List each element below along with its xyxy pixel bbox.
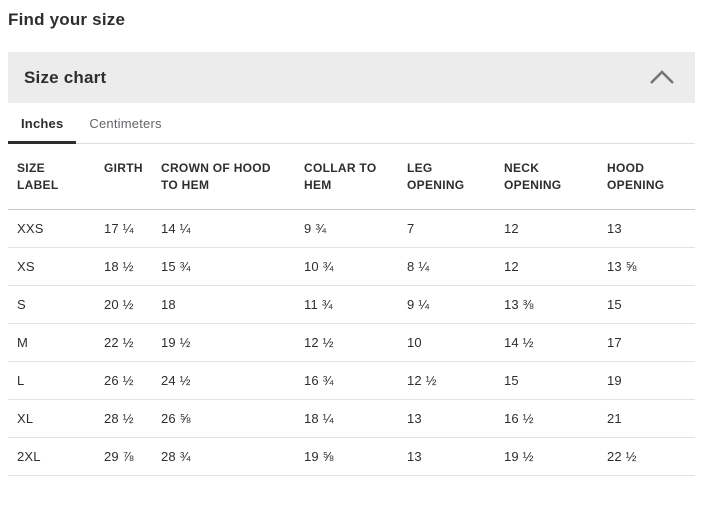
measurement-cell: 22 ½: [95, 323, 152, 362]
measurement-cell: 9 ¾: [295, 209, 398, 248]
measurement-cell: 15: [598, 285, 695, 324]
size-chart-table: SIZE LABEL GIRTH CROWN OF HOOD TO HEM COLLA…: [8, 144, 695, 476]
column-header: LEG OPENING: [398, 144, 495, 210]
measurement-cell: 24 ½: [152, 361, 295, 400]
column-header: GIRTH: [95, 144, 152, 210]
measurement-cell: 14 ¼: [152, 209, 295, 248]
size-chart-title: Size chart: [24, 67, 107, 87]
measurement-cell: 28 ¾: [152, 437, 295, 476]
measurement-cell: 13 ⅝: [598, 247, 695, 286]
measurement-cell: 19: [598, 361, 695, 400]
measurement-cell: 29 ⅞: [95, 437, 152, 476]
measurement-cell: 13 ⅜: [495, 285, 598, 324]
measurement-cell: 19 ½: [152, 323, 295, 362]
measurement-cell: 22 ½: [598, 437, 695, 476]
size-label-cell: L: [8, 361, 95, 400]
measurement-cell: 12: [495, 247, 598, 286]
measurement-cell: 13: [398, 399, 495, 438]
column-header: HOOD OPENING: [598, 144, 695, 210]
size-label-cell: XXS: [8, 209, 95, 248]
measurement-cell: 15 ¾: [152, 247, 295, 286]
measurement-cell: 9 ¼: [398, 285, 495, 324]
page-title: Find your size: [8, 10, 126, 29]
measurement-cell: 21: [598, 399, 695, 438]
column-header: CROWN OF HOOD TO HEM: [152, 144, 295, 210]
measurement-cell: 12 ½: [398, 361, 495, 400]
column-header: NECK OPENING: [495, 144, 598, 210]
size-label-cell: 2XL: [8, 437, 95, 476]
chevron-up-icon[interactable]: [647, 67, 677, 89]
table-row: XL 28 ½ 26 ⅝ 18 ¼ 13 16 ½ 21: [8, 399, 695, 438]
measurement-cell: 18 ½: [95, 247, 152, 286]
size-chart-accordion-toggle[interactable]: Size chart: [8, 52, 695, 103]
size-label-cell: XS: [8, 247, 95, 286]
measurement-cell: 10: [398, 323, 495, 362]
measurement-cell: 17: [598, 323, 695, 362]
measurement-cell: 17 ¼: [95, 209, 152, 248]
measurement-cell: 12 ½: [295, 323, 398, 362]
measurement-cell: 16 ¾: [295, 361, 398, 400]
measurement-cell: 28 ½: [95, 399, 152, 438]
measurement-cell: 10 ¾: [295, 247, 398, 286]
measurement-cell: 19 ½: [495, 437, 598, 476]
measurement-cell: 14 ½: [495, 323, 598, 362]
measurement-cell: 13: [598, 209, 695, 248]
measurement-cell: 26 ½: [95, 361, 152, 400]
unit-tabs: Inches Centimeters: [8, 103, 695, 144]
tab-inches[interactable]: Inches: [8, 103, 77, 144]
measurement-cell: 7: [398, 209, 495, 248]
table-row: 2XL 29 ⅞ 28 ¾ 19 ⅝ 13 19 ½ 22 ½: [8, 437, 695, 476]
table-row: M 22 ½ 19 ½ 12 ½ 10 14 ½ 17: [8, 323, 695, 362]
column-header: SIZE LABEL: [8, 144, 95, 210]
measurement-cell: 18: [152, 285, 295, 324]
measurement-cell: 26 ⅝: [152, 399, 295, 438]
measurement-cell: 20 ½: [95, 285, 152, 324]
measurement-cell: 15: [495, 361, 598, 400]
measurement-cell: 19 ⅝: [295, 437, 398, 476]
table-row: L 26 ½ 24 ½ 16 ¾ 12 ½ 15 19: [8, 361, 695, 400]
tab-centimeters[interactable]: Centimeters: [76, 103, 174, 144]
measurement-cell: 11 ¾: [295, 285, 398, 324]
measurement-cell: 8 ¼: [398, 247, 495, 286]
measurement-cell: 12: [495, 209, 598, 248]
column-header: COLLAR TO HEM: [295, 144, 398, 210]
measurement-cell: 13: [398, 437, 495, 476]
size-label-cell: M: [8, 323, 95, 362]
measurement-cell: 16 ½: [495, 399, 598, 438]
measurement-cell: 18 ¼: [295, 399, 398, 438]
size-label-cell: S: [8, 285, 95, 324]
size-label-cell: XL: [8, 399, 95, 438]
table-header-row: SIZE LABEL GIRTH CROWN OF HOOD TO HEM COLLA…: [8, 144, 695, 210]
